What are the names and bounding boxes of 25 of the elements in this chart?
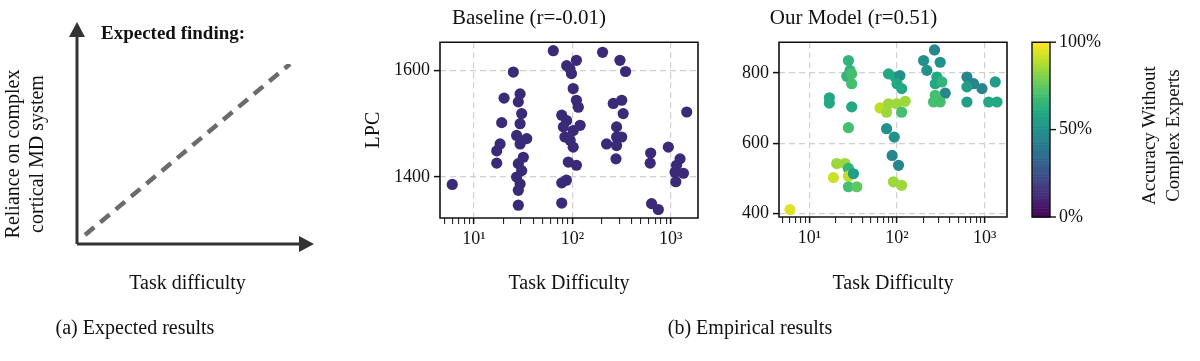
text: (a) Expected results [55, 316, 215, 339]
y-tick-label: 400 [742, 202, 769, 223]
chart-title: Our Model (r=0.51) [769, 5, 938, 30]
x-tick-label: 10³ [972, 226, 997, 247]
color-bar-label: 100% [1059, 30, 1101, 51]
x-axis-title: Task Difficulty [508, 271, 630, 295]
x-tick-label: 10² [885, 226, 909, 247]
x-tick-label: 10² [560, 227, 585, 248]
y-tick-label: 1400 [394, 165, 430, 186]
x-axis-title: Task Difficulty [832, 271, 954, 295]
text: Expected finding: [101, 21, 246, 43]
x-tick-label: 10³ [658, 227, 683, 248]
y-tick-label: 1600 [394, 59, 430, 80]
color-bar-label: 50% [1059, 118, 1092, 139]
x-axis-title: Task difficulty [129, 271, 246, 295]
color-bar-label: 0% [1059, 205, 1083, 226]
x-tick-label: 10¹ [797, 226, 822, 247]
chart-title: Baseline (r=-0.01) [451, 5, 607, 30]
y-axis-title: Reliance on complex cortical MD system [1, 69, 49, 239]
y-axis-title: LPC [361, 111, 384, 149]
y-tick-label: 800 [742, 61, 769, 82]
x-tick-label: 10¹ [462, 227, 486, 248]
color-bar-title: Accuracy Without Complex Experts [1137, 65, 1183, 205]
text: (b) Empirical results [667, 316, 833, 339]
y-tick-label: 600 [742, 131, 769, 152]
